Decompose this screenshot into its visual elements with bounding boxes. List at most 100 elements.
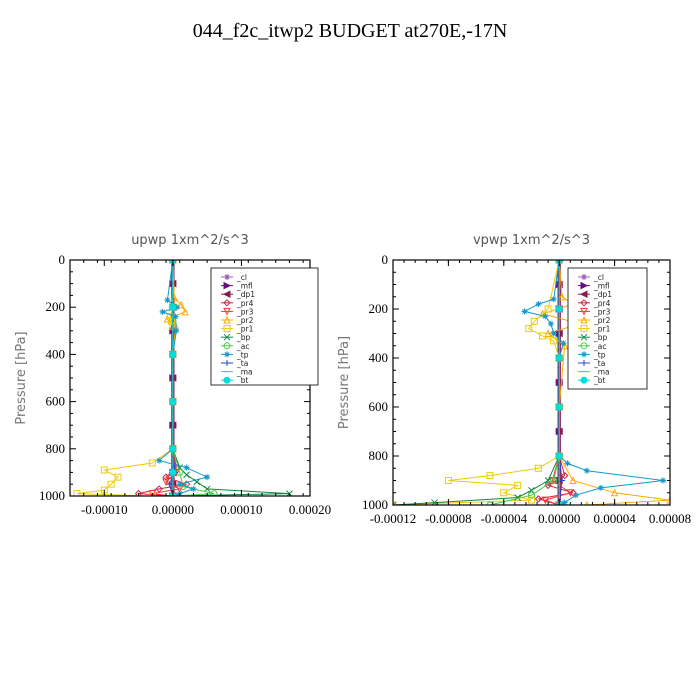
data-point — [528, 496, 535, 504]
data-point — [203, 485, 211, 493]
data-point — [159, 308, 166, 315]
legend-label: _pr2 — [236, 316, 254, 325]
x-tick-label: 0.00000 — [538, 511, 580, 526]
data-point — [514, 494, 522, 502]
data-point — [555, 403, 563, 411]
legend-label: _ta — [593, 359, 605, 368]
page-title: 044_f2c_itwp2 BUDGET at270E,-17N — [192, 20, 508, 42]
series-line — [393, 260, 560, 505]
legend-marker — [224, 274, 230, 280]
legend-marker — [223, 307, 231, 316]
data-point — [486, 472, 494, 480]
legend-label: _pr3 — [593, 307, 611, 316]
data-point — [534, 495, 543, 503]
data-point — [169, 468, 177, 476]
legend-label: _bp — [593, 333, 608, 342]
legend-label: _pr1 — [593, 325, 611, 334]
data-point — [547, 320, 554, 327]
data-point — [176, 481, 183, 488]
legend-label: _ta — [236, 359, 248, 368]
data-point — [550, 296, 557, 303]
data-point — [566, 489, 575, 497]
series-line — [158, 260, 209, 496]
y-tick-label: 0 — [382, 252, 389, 267]
y-tick-label: 1000 — [362, 497, 388, 512]
data-point — [177, 300, 185, 309]
legend-label: _pr4 — [236, 299, 254, 308]
legend: _cl_mfl_dp1_pr4_pr3_pr2_pr1_bp_ac_tp_ta_… — [210, 267, 319, 386]
data-point — [190, 485, 197, 492]
legend-label: _cl — [236, 273, 247, 282]
data-point — [525, 325, 533, 333]
legend-label: _bt — [593, 376, 606, 385]
data-point — [100, 466, 108, 474]
legend-marker — [224, 351, 230, 358]
legend-label: _tp — [593, 350, 606, 359]
legend-label: _bt — [236, 376, 249, 385]
data-point — [107, 480, 115, 488]
data-point — [528, 486, 535, 494]
y-tick-label: 400 — [369, 350, 389, 365]
data-point — [550, 477, 558, 484]
data-point — [569, 489, 577, 497]
panel-1: upwp 1xm^2/s^3 Pressure [hPa] 0 200 400 600 80… — [14, 233, 331, 517]
legend-marker — [580, 299, 588, 307]
y-tick-label: 800 — [369, 448, 389, 463]
legend-label: _ma — [593, 368, 610, 377]
legend-marker — [580, 307, 588, 316]
data-point — [500, 489, 508, 497]
legend-marker — [223, 281, 232, 290]
panel-title: vpwp 1xm^2/s^3 — [473, 233, 590, 248]
data-point — [393, 501, 397, 505]
y-tick-label: 600 — [46, 394, 66, 409]
x-tick-label: 0.00008 — [649, 511, 691, 526]
data-point — [569, 476, 577, 484]
legend-marker — [224, 360, 230, 366]
y-axis-label: Pressure [hPa] — [14, 331, 29, 424]
data-point — [610, 488, 619, 497]
legend: _cl_mfl_dp1_pr4_pr3_pr2_pr1_bp_ac_tp_ta_… — [567, 267, 648, 390]
data-point — [660, 477, 667, 484]
legend-marker — [581, 360, 587, 366]
data-point — [162, 473, 170, 481]
data-point — [166, 481, 173, 488]
legend-marker — [581, 274, 587, 280]
panel-title: upwp 1xm^2/s^3 — [131, 233, 249, 248]
data-point — [560, 340, 567, 347]
legend-label: _cl — [593, 273, 604, 282]
legend-label: _pr3 — [236, 307, 254, 316]
data-point — [555, 354, 563, 362]
legend-marker — [223, 325, 231, 333]
panel-2: vpwp 1xm^2/s^3 Pressure [hPa] 0 200 400 600 80… — [337, 233, 691, 526]
x-tick-label: -0.00010 — [81, 502, 128, 517]
data-point — [544, 329, 552, 337]
data-point — [597, 484, 604, 491]
data-point — [555, 452, 563, 460]
series-line — [172, 260, 215, 496]
data-point — [514, 481, 522, 489]
data-point — [550, 337, 558, 345]
data-point — [583, 467, 590, 474]
data-point — [181, 307, 190, 316]
legend-marker — [580, 281, 589, 290]
data-point — [550, 330, 557, 337]
data-point — [172, 313, 179, 320]
legend-marker — [580, 315, 588, 324]
data-point — [535, 301, 542, 308]
series-group — [73, 260, 293, 496]
legend-marker — [222, 290, 231, 299]
data-point — [114, 473, 122, 481]
x-tick-label: -0.00012 — [370, 511, 417, 526]
data-point — [169, 398, 177, 406]
data-point — [169, 350, 177, 358]
x-tick-label: 0.00004 — [593, 511, 636, 526]
legend-box — [210, 267, 319, 386]
y-tick-label: 200 — [46, 299, 66, 314]
data-point — [530, 317, 538, 325]
legend-label: _bp — [236, 333, 251, 342]
legend-marker — [581, 351, 587, 358]
y-axis-label: Pressure [hPa] — [337, 336, 352, 429]
legend-marker — [580, 325, 588, 333]
legend-label: _ac — [593, 342, 606, 351]
legend-marker — [223, 299, 231, 307]
